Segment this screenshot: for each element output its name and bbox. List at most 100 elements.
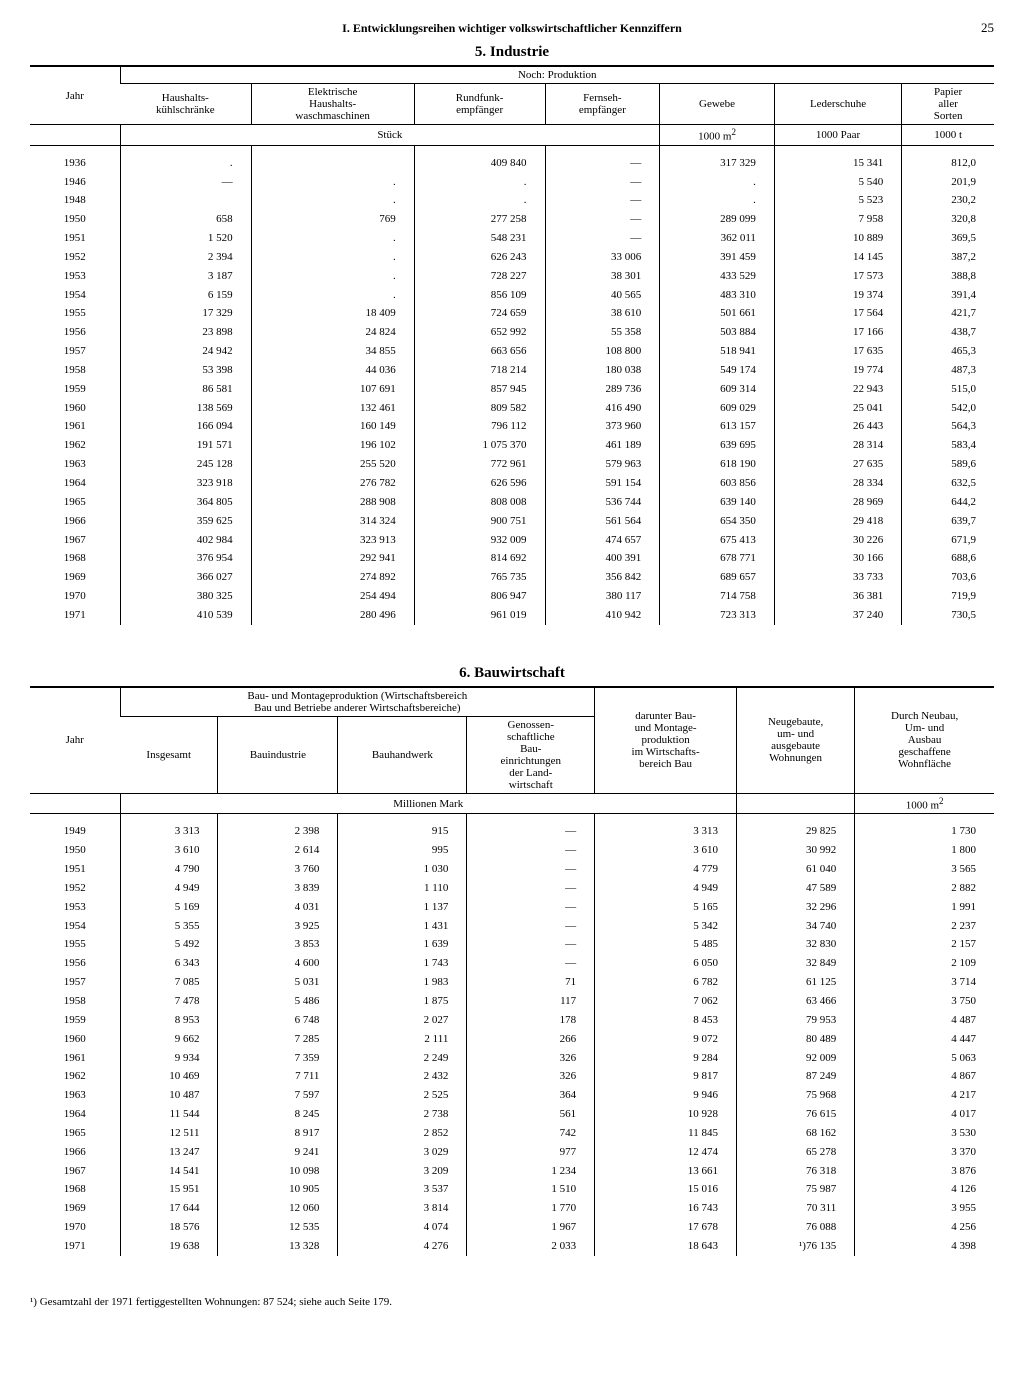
year-cell: 1964 [30,474,120,493]
data-cell: 320,8 [902,210,994,229]
year-cell: 1965 [30,493,120,512]
data-cell: 34 740 [736,917,854,936]
data-cell: 688,6 [902,549,994,568]
data-cell: 17 644 [120,1199,218,1218]
table-row: 195853 39844 036718 214180 038549 17419 … [30,361,994,380]
data-cell: 55 358 [545,323,660,342]
data-cell: 40 565 [545,286,660,305]
data-cell: 675 413 [660,531,775,550]
data-cell: 518 941 [660,342,775,361]
data-cell: 276 782 [251,474,414,493]
data-cell: 28 969 [774,493,901,512]
data-cell: 812,0 [902,145,994,172]
data-cell: 542,0 [902,399,994,418]
data-cell: . [120,145,251,172]
col-6: Lederschuhe [774,84,901,125]
col-year: Jahr [30,66,120,125]
table-row: 19587 4785 4861 8751177 06263 4663 750 [30,992,994,1011]
data-cell: 2 398 [218,814,338,841]
data-cell: 678 771 [660,549,775,568]
data-cell: 160 149 [251,417,414,436]
section-5-title: 5. Industrie [30,44,994,61]
table-row: 196917 64412 0603 8141 77016 74370 3113 … [30,1199,994,1218]
data-cell: 17 635 [774,342,901,361]
data-cell: 17 678 [595,1218,737,1237]
data-cell: 65 278 [736,1143,854,1162]
data-cell: 359 625 [120,512,251,531]
data-cell: 3 187 [120,267,251,286]
data-cell: 7 285 [218,1030,338,1049]
data-cell: 7 711 [218,1067,338,1086]
data-cell: 626 243 [414,248,545,267]
data-cell: 5 031 [218,973,338,992]
data-cell: 373 960 [545,417,660,436]
table-row: 19566 3434 6001 743—6 05032 8492 109 [30,954,994,973]
year-cell: 1948 [30,191,120,210]
data-cell: 289 099 [660,210,775,229]
data-cell: 402 984 [120,531,251,550]
data-cell: 3 750 [855,992,994,1011]
col6-4: Genossen-schaftlicheBau-einrichtungender… [467,716,595,793]
data-cell: 15 951 [120,1180,218,1199]
table-row: 1963245 128255 520772 961579 963618 1902… [30,455,994,474]
table-6-body: 19493 3132 398915—3 31329 8251 73019503 … [30,814,994,1256]
data-cell: 11 845 [595,1124,737,1143]
page-header: I. Entwicklungsreihen wichtiger volkswir… [30,20,994,36]
footnote: ¹) Gesamtzahl der 1971 fertiggestellten … [30,1296,994,1308]
data-cell: 765 735 [414,568,545,587]
data-cell: 5 355 [120,917,218,936]
data-cell: 8 917 [218,1124,338,1143]
table-row: 19493 3132 398915—3 31329 8251 730 [30,814,994,841]
data-cell: 387,2 [902,248,994,267]
data-cell: 5 540 [774,173,901,192]
data-cell: 266 [467,1030,595,1049]
data-cell: 5 165 [595,898,737,917]
data-cell: 30 226 [774,531,901,550]
data-cell: 10 487 [120,1086,218,1105]
data-cell: 2 109 [855,954,994,973]
data-cell: 32 296 [736,898,854,917]
data-cell: 4 126 [855,1180,994,1199]
year-cell: 1970 [30,587,120,606]
table-row: 1960138 569132 461809 582416 490609 0292… [30,399,994,418]
year-cell: 1950 [30,210,120,229]
data-cell: 274 892 [251,568,414,587]
data-cell: 280 496 [251,606,414,625]
data-cell: 900 751 [414,512,545,531]
data-cell: 92 009 [736,1049,854,1068]
data-cell: 808 008 [414,493,545,512]
data-cell: 70 311 [736,1199,854,1218]
data-cell: 671,9 [902,531,994,550]
col-wohnflaeche: Durch Neubau,Um- undAusbaugeschaffeneWoh… [855,687,994,794]
data-cell: 38 301 [545,267,660,286]
running-title: I. Entwicklungsreihen wichtiger volkswir… [60,21,964,36]
table-row: 19555 4923 8531 639—5 48532 8302 157 [30,935,994,954]
data-cell: 4 790 [120,860,218,879]
data-cell: 288 908 [251,493,414,512]
data-cell: 391 459 [660,248,775,267]
data-cell: 977 [467,1143,595,1162]
year-cell: 1952 [30,248,120,267]
data-cell: 11 544 [120,1105,218,1124]
table-row: 19524 9493 8391 110—4 94947 5892 882 [30,879,994,898]
table-row: 196512 5118 9172 85274211 84568 1623 530 [30,1124,994,1143]
data-cell: 796 112 [414,417,545,436]
year-cell: 1966 [30,1143,120,1162]
data-cell: 12 511 [120,1124,218,1143]
data-cell: 9 662 [120,1030,218,1049]
data-cell: 4 256 [855,1218,994,1237]
data-cell: 323 913 [251,531,414,550]
data-cell: 1 431 [338,917,467,936]
data-cell: 3 610 [120,841,218,860]
data-cell: 12 060 [218,1199,338,1218]
table-row: 1968376 954292 941814 692400 391678 7713… [30,549,994,568]
data-cell: 8 953 [120,1011,218,1030]
data-cell: 317 329 [660,145,775,172]
data-cell: 548 231 [414,229,545,248]
data-cell: 7 958 [774,210,901,229]
data-cell: 409 840 [414,145,545,172]
table-row: 19598 9536 7482 0271788 45379 9534 487 [30,1011,994,1030]
data-cell: 323 918 [120,474,251,493]
col-wohnungen: Neugebaute,um- undausgebauteWohnungen [736,687,854,794]
data-cell: 32 849 [736,954,854,973]
